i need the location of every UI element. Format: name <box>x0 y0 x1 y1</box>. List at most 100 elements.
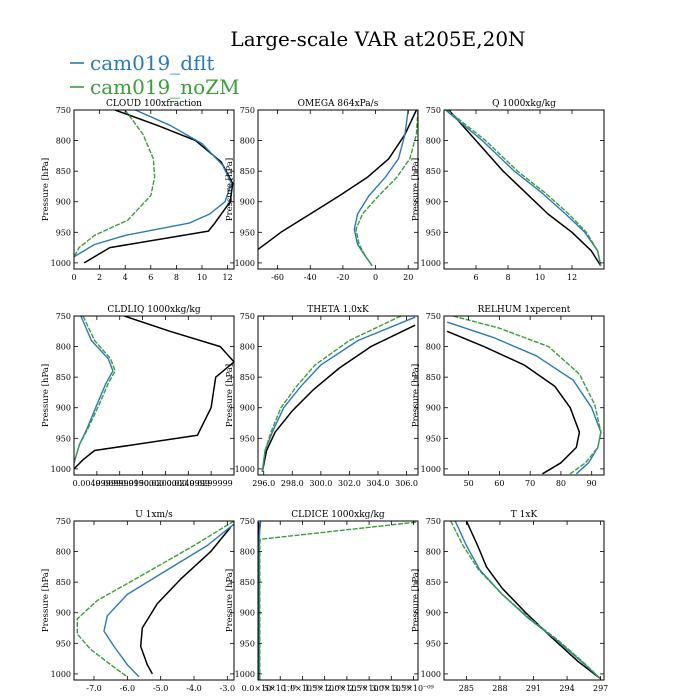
panel-7: U 1xm/s Pressure [hPa] 750 800 850 900 950 1000… <box>41 510 235 693</box>
x-tick-label: 2.5×10⁻⁰⁹ <box>349 684 390 693</box>
x-tick-label: 5×10⁻¹⁰ <box>264 684 297 693</box>
x-tick-label: 0.0299999 <box>190 479 233 488</box>
x-tick-label: 300.0 <box>309 479 332 488</box>
series-line-cam019_dflt <box>353 110 409 267</box>
x-tick-label: 1.0×10⁻⁰⁹ <box>282 684 323 693</box>
x-tick-label: 90 <box>587 479 597 488</box>
series-line-reference <box>74 316 234 470</box>
x-tick-label: 304.0 <box>367 479 390 488</box>
panel-title: CLOUD 100xfraction <box>106 99 202 109</box>
y-tick-label: 750 <box>240 312 255 321</box>
legend: cam019_dflt cam019_noZM <box>70 51 240 99</box>
y-tick-label: 850 <box>56 373 71 382</box>
y-axis-label: Pressure [hPa] <box>41 158 51 221</box>
x-tick-label: 10 <box>535 273 545 282</box>
plot-frame <box>73 315 235 476</box>
x-tick-label: 291 <box>526 684 541 693</box>
series-line-reference <box>446 330 581 475</box>
y-tick-label: 900 <box>56 404 71 413</box>
y-tick-label: 900 <box>240 198 255 207</box>
panel-4: CLDLIQ 1000xkg/kg Pressure [hPa] 750 800 850… <box>41 305 235 488</box>
x-tick-label: 306.0 <box>395 479 418 488</box>
x-tick-label: 3.5×10⁻⁰⁹ <box>393 684 434 693</box>
y-tick-label: 750 <box>56 517 71 526</box>
series-line-reference <box>465 521 602 680</box>
y-tick-label: 1000 <box>235 465 255 474</box>
y-tick-label: 850 <box>240 373 255 382</box>
figure-title: Large-scale VAR at205E,20N <box>230 27 525 51</box>
y-tick-label: 950 <box>426 228 441 237</box>
x-tick-label: -5.0 <box>153 684 168 693</box>
panel-6: RELHUM 1xpercent Pressure [hPa] 750 800 850 9… <box>411 305 605 488</box>
y-tick-label: 750 <box>240 517 255 526</box>
y-tick-label: 800 <box>426 548 441 557</box>
plot-frame <box>443 315 605 476</box>
x-tick-label: 294 <box>559 684 574 693</box>
y-tick-label: 750 <box>426 517 441 526</box>
legend-label-dflt: cam019_dflt <box>90 51 214 75</box>
x-tick-label: 288 <box>492 684 507 693</box>
y-tick-label: 1000 <box>235 259 255 268</box>
series-line-reference <box>83 110 234 264</box>
y-tick-label: 1000 <box>421 465 441 474</box>
x-tick-label: 0 <box>373 273 378 282</box>
y-tick-label: 850 <box>240 167 255 176</box>
x-tick-label: 60 <box>494 479 504 488</box>
y-tick-label: 900 <box>240 609 255 618</box>
x-tick-label: 0.0200000 <box>144 479 187 488</box>
panel-title: CLDLIQ 1000xkg/kg <box>107 305 201 315</box>
x-tick-label: -20 <box>336 273 349 282</box>
y-tick-label: 850 <box>56 578 71 587</box>
x-tick-label: -60 <box>271 273 284 282</box>
y-tick-label: 800 <box>56 548 71 557</box>
panel-title: THETA 1.0xK <box>307 305 369 315</box>
y-tick-label: 850 <box>56 167 71 176</box>
series-line-cam019_dflt <box>74 110 233 258</box>
y-tick-label: 950 <box>426 639 441 648</box>
y-tick-label: 850 <box>426 578 441 587</box>
x-tick-label: -40 <box>304 273 317 282</box>
y-tick-label: 1000 <box>51 259 71 268</box>
y-tick-label: 750 <box>56 106 71 115</box>
x-tick-label: 0.00999999 <box>96 479 144 488</box>
y-tick-label: 950 <box>240 228 255 237</box>
series-line-cam019_noZM <box>74 110 156 258</box>
y-tick-label: 850 <box>426 373 441 382</box>
series-line-cam019_noZM <box>76 521 234 678</box>
y-axis-label: Pressure [hPa] <box>41 364 51 427</box>
y-tick-label: 1000 <box>51 465 71 474</box>
x-tick-label: 285 <box>459 684 474 693</box>
series-line-cam019_noZM <box>74 316 116 464</box>
y-tick-label: 800 <box>56 343 71 352</box>
x-tick-label: 2.0×10⁻⁰⁹ <box>327 684 368 693</box>
x-tick-label: 0 <box>71 273 76 282</box>
series-line-cam019_dflt <box>446 321 602 475</box>
panel-title: Q 1000xkg/kg <box>492 99 556 109</box>
y-axis-label: Pressure [hPa] <box>225 158 235 221</box>
plot-frame <box>257 520 419 681</box>
plot-frame <box>73 520 235 681</box>
y-tick-label: 750 <box>56 312 71 321</box>
y-tick-label: 900 <box>426 198 441 207</box>
y-tick-label: 750 <box>426 312 441 321</box>
y-tick-label: 950 <box>240 434 255 443</box>
y-tick-label: 1000 <box>421 670 441 679</box>
panel-8: CLDICE 1000xkg/kg Pressure [hPa] 750 800 850… <box>225 510 434 693</box>
x-tick-label: 50 <box>464 479 474 488</box>
y-axis-label: Pressure [hPa] <box>41 569 51 632</box>
panel-title: T 1xK <box>511 510 538 520</box>
y-tick-label: 850 <box>426 167 441 176</box>
panel-title: CLDICE 1000xkg/kg <box>291 510 385 520</box>
x-tick-label: 8 <box>174 273 179 282</box>
y-axis-label: Pressure [hPa] <box>225 364 235 427</box>
x-tick-label: 0.0×10⁰ <box>242 684 275 693</box>
series-line-reference <box>258 110 418 251</box>
y-tick-label: 1000 <box>51 670 71 679</box>
panel-title: RELHUM 1xpercent <box>478 305 571 315</box>
x-tick-label: 20 <box>403 273 413 282</box>
series-line-cam019_dflt <box>261 316 416 472</box>
y-tick-label: 800 <box>56 137 71 146</box>
x-tick-label: 3.0×10⁻⁰⁹ <box>371 684 412 693</box>
y-tick-label: 800 <box>426 343 441 352</box>
